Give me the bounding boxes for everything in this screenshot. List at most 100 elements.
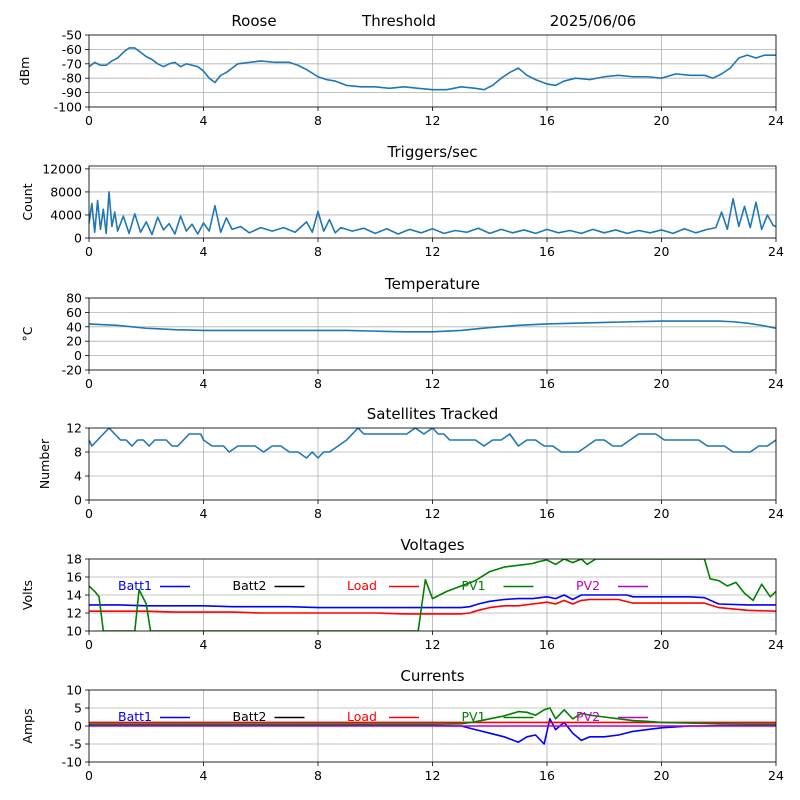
satellites-xtick-label-2: 8 <box>314 506 322 521</box>
currents-xtick-label-5: 20 <box>654 768 670 783</box>
signal-ylabel: dBm <box>17 57 32 86</box>
temperature-xtick-label-6: 24 <box>768 376 784 391</box>
currents-series-pv1-line <box>89 707 776 726</box>
currents-title: Currents <box>400 667 464 685</box>
header-title: Threshold <box>361 12 436 30</box>
signal-xtick-label-3: 12 <box>425 113 441 128</box>
satellites-xtick-label-1: 4 <box>200 506 208 521</box>
voltages-ytick-label-0: 10 <box>66 624 82 639</box>
voltages-ylabel: Volts <box>20 580 35 610</box>
signal-ytick-label-0: -100 <box>54 100 82 115</box>
currents-ytick-label-1: -5 <box>70 737 82 752</box>
signal-xtick-label-6: 24 <box>768 113 784 128</box>
voltages-legend-pv1-label: PV1 <box>462 578 486 593</box>
currents-xtick-label-2: 8 <box>314 768 322 783</box>
header-date: 2025/06/06 <box>550 12 636 30</box>
voltages-legend-batt1-label: Batt1 <box>118 578 152 593</box>
signal-ytick-label-2: -80 <box>62 71 82 86</box>
temperature-xtick-label-5: 20 <box>654 376 670 391</box>
triggers-ytick-label-2: 8000 <box>50 184 82 199</box>
currents-chart: 0 4 8 12 16 20 24 -10 -5 0 5 10 Amps Currents Batt1 Bat… <box>20 667 784 783</box>
currents-xtick-label-6: 24 <box>768 768 784 783</box>
voltages-chart: 0 4 8 12 16 20 24 10 12 14 16 18 Volts Voltages Batt1 B… <box>20 536 784 652</box>
temperature-ylabel: °C <box>20 326 35 341</box>
voltages-xtick-label-3: 12 <box>425 637 441 652</box>
satellites-xtick-label-6: 24 <box>768 506 784 521</box>
temperature-xtick-label-4: 16 <box>539 376 555 391</box>
voltages-ytick-label-4: 18 <box>66 552 82 567</box>
satellites-title: Satellites Tracked <box>367 405 498 423</box>
triggers-ytick-label-1: 4000 <box>50 207 82 222</box>
currents-ylabel: Amps <box>20 708 35 743</box>
signal-ytick-label-1: -90 <box>62 85 82 100</box>
voltages-xtick-label-4: 16 <box>539 637 555 652</box>
triggers-xtick-label-3: 12 <box>425 244 441 259</box>
satellites-ytick-label-1: 4 <box>74 469 82 484</box>
satellites-xtick-label-5: 20 <box>654 506 670 521</box>
currents-legend-pv2-label: PV2 <box>576 709 600 724</box>
satellites-xtick-label-0: 0 <box>85 506 93 521</box>
voltages-xtick-label-2: 8 <box>314 637 322 652</box>
header-station: Roose <box>231 12 276 30</box>
satellites-chart: 0 4 8 12 16 20 24 0 4 8 12 Number Satellites Tracked <box>37 405 784 521</box>
voltages-ytick-label-1: 12 <box>66 606 82 621</box>
temperature-ytick-label-5: 80 <box>66 291 82 306</box>
temperature-xtick-label-0: 0 <box>85 376 93 391</box>
temperature-xtick-label-3: 12 <box>425 376 441 391</box>
triggers-xtick-label-4: 16 <box>539 244 555 259</box>
voltages-series-batt1-line <box>89 594 776 609</box>
triggers-title: Triggers/sec <box>387 143 478 161</box>
voltages-legend-pv2-label: PV2 <box>576 578 600 593</box>
voltages-xtick-label-6: 24 <box>768 637 784 652</box>
voltages-xtick-label-0: 0 <box>85 637 93 652</box>
currents-ytick-label-0: -10 <box>62 755 82 770</box>
signal-xtick-label-5: 20 <box>654 113 670 128</box>
voltages-xtick-label-1: 4 <box>200 637 208 652</box>
voltages-legend-batt2-label: Batt2 <box>233 578 267 593</box>
voltages-xtick-label-5: 20 <box>654 637 670 652</box>
currents-ytick-label-2: 0 <box>74 719 82 734</box>
temperature-ytick-label-2: 20 <box>66 334 82 349</box>
satellites-ytick-label-2: 8 <box>74 445 82 460</box>
signal-ytick-label-4: -60 <box>62 42 82 57</box>
triggers-ylabel: Count <box>20 183 35 220</box>
temperature-series-0-line <box>89 320 776 333</box>
signal-series-0-line <box>89 47 776 91</box>
signal-ytick-label-3: -70 <box>62 56 82 71</box>
voltages-series-load-line <box>89 598 776 615</box>
currents-ytick-label-3: 5 <box>74 701 82 716</box>
currents-xtick-label-3: 12 <box>425 768 441 783</box>
temperature-title: Temperature <box>384 275 480 293</box>
satellites-ytick-label-0: 0 <box>74 493 82 508</box>
signal-xtick-label-0: 0 <box>85 113 93 128</box>
signal-ytick-label-5: -50 <box>62 28 82 43</box>
satellites-ytick-label-3: 12 <box>66 421 82 436</box>
voltages-series-pv1-line <box>89 559 776 631</box>
triggers-chart: 0 4 8 12 16 20 24 0 4000 8000 12000 Count Triggers/s… <box>20 143 784 259</box>
triggers-xtick-label-2: 8 <box>314 244 322 259</box>
signal-xtick-label-1: 4 <box>200 113 208 128</box>
temperature-ytick-label-3: 40 <box>66 319 82 334</box>
currents-ytick-label-4: 10 <box>66 683 82 698</box>
triggers-series-0-line <box>89 191 776 236</box>
satellites-series-0-line <box>89 428 776 459</box>
temperature-xtick-label-2: 8 <box>314 376 322 391</box>
voltages-legend-load-label: Load <box>347 578 377 593</box>
triggers-xtick-label-1: 4 <box>200 244 208 259</box>
currents-xtick-label-4: 16 <box>539 768 555 783</box>
satellites-xtick-label-3: 12 <box>425 506 441 521</box>
temperature-xtick-label-1: 4 <box>200 376 208 391</box>
signal-xtick-label-2: 8 <box>314 113 322 128</box>
signal-chart: 0 4 8 12 16 20 24 -100-90-80-70-60-50 dBm Roose Th… <box>17 12 784 128</box>
signal-xtick-label-4: 16 <box>539 113 555 128</box>
temperature-ytick-label-0: -20 <box>62 363 82 378</box>
currents-legend-pv1-label: PV1 <box>462 709 486 724</box>
voltages-ytick-label-2: 14 <box>66 588 82 603</box>
satellites-ylabel: Number <box>37 438 52 489</box>
currents-xtick-label-0: 0 <box>85 768 93 783</box>
satellites-xtick-label-4: 16 <box>539 506 555 521</box>
currents-legend-batt1-label: Batt1 <box>118 709 152 724</box>
triggers-xtick-label-6: 24 <box>768 244 784 259</box>
